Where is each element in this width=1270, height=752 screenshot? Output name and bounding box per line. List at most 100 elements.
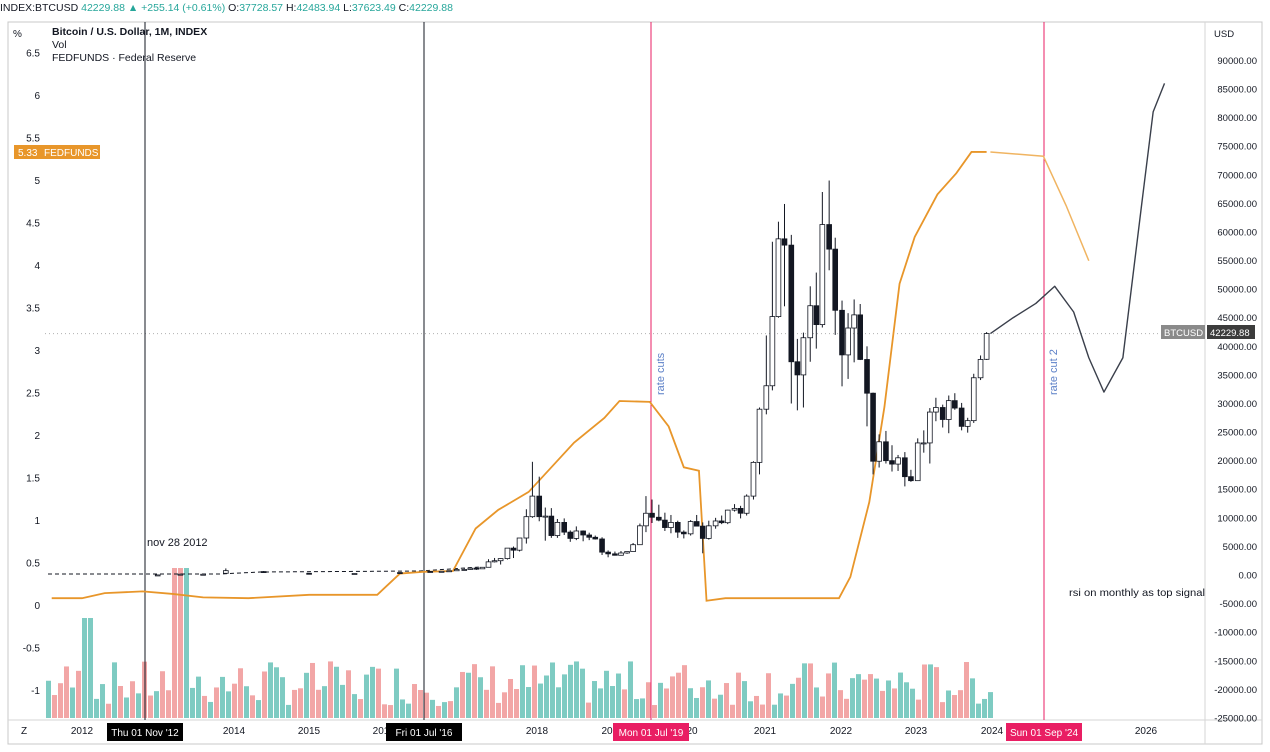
volume-bar: [568, 664, 573, 718]
left-axis-tick: 0: [34, 601, 40, 612]
volume-bar: [400, 699, 405, 718]
candle-body: [223, 570, 229, 574]
candle-body: [612, 553, 618, 556]
volume-bar: [934, 667, 939, 718]
left-axis-tick: 3: [34, 346, 40, 357]
volume-bar: [724, 683, 729, 718]
left-axis-tick: 4: [34, 261, 40, 272]
volume-bar: [652, 705, 657, 718]
volume-bar: [628, 661, 633, 718]
volume-bar: [898, 672, 903, 718]
right-axis-tick: 85000.00: [1217, 85, 1257, 96]
high-label: H:: [285, 2, 297, 14]
volume-bar: [358, 699, 363, 718]
candle-body: [889, 460, 895, 465]
candle-body: [964, 420, 971, 427]
volume-bar: [280, 677, 285, 718]
right-axis-tick: 75000.00: [1217, 142, 1257, 153]
volume-bar: [526, 687, 531, 718]
right-axis-tick: 45000.00: [1217, 313, 1257, 324]
candle-body: [800, 337, 807, 376]
btc-early-line: [48, 566, 481, 575]
candle-body: [573, 530, 580, 539]
annotation-nov-28-2012: nov 28 2012: [147, 537, 208, 549]
volume-bar: [958, 690, 963, 718]
candle-body: [523, 516, 530, 539]
candle-body: [467, 567, 474, 570]
volume-bar: [610, 686, 615, 718]
volume-bar: [136, 693, 141, 718]
volume-bar: [682, 665, 687, 718]
candle-body: [952, 400, 958, 409]
volume-bar: [406, 703, 411, 718]
right-axis-tick: 35000.00: [1217, 370, 1257, 381]
candle-body: [819, 224, 826, 325]
volume-bar: [238, 668, 243, 718]
volume-bar: [298, 688, 303, 718]
volume-bar: [706, 680, 711, 718]
volume-bar: [520, 665, 525, 718]
x-axis-tick: 2022: [830, 726, 853, 737]
price-change: ▲ +255.14 (+0.61%): [127, 2, 226, 14]
volume-bar: [250, 695, 255, 718]
candle-body: [724, 509, 731, 524]
candle-body: [883, 441, 889, 462]
volume-bar: [592, 681, 597, 718]
volume-bar: [754, 695, 759, 718]
volume-bar: [712, 698, 717, 718]
candle-body: [763, 385, 770, 410]
candle-body: [586, 534, 592, 538]
symbol-header-bar: INDEX:BTCUSD 42229.88 ▲ +255.14 (+0.61%)…: [0, 0, 1270, 16]
candle-body: [554, 522, 561, 536]
volume-bar: [304, 672, 309, 718]
candle-body: [718, 520, 725, 524]
candle-body: [839, 309, 845, 356]
candle-body: [794, 361, 801, 376]
volume-bar: [838, 690, 843, 718]
low-value: 37623.49: [351, 2, 396, 14]
candle-body: [637, 525, 643, 546]
volume-bar: [430, 699, 435, 718]
annotation-rsi-note: rsi on monthly as top signal: [1069, 587, 1205, 599]
candle-body: [977, 359, 984, 379]
btc-projection-line: [989, 83, 1166, 393]
volume-bar: [922, 664, 927, 718]
volume-bar: [844, 698, 849, 718]
candle-body: [561, 522, 568, 533]
volume-bar: [502, 692, 507, 718]
volume-bar: [940, 702, 945, 718]
volume-bar: [172, 568, 177, 718]
fedfunds-badge-value: 5.33: [18, 148, 38, 159]
volume-bar: [880, 690, 885, 718]
symbol-name[interactable]: INDEX:BTCUSD: [0, 2, 79, 14]
volume-bar: [490, 666, 495, 718]
legend-volume[interactable]: Vol: [52, 39, 67, 51]
candle-body: [864, 359, 870, 394]
volume-bar: [760, 704, 765, 718]
volume-bar: [580, 668, 585, 718]
volume-bar: [376, 668, 381, 718]
left-axis-unit: %: [13, 29, 22, 40]
volume-bar: [670, 676, 675, 718]
candle-body: [618, 552, 624, 556]
volume-bar: [676, 672, 681, 718]
volume-bar: [598, 688, 603, 718]
x-axis-tick: 20: [686, 726, 698, 737]
candle-body: [895, 457, 901, 465]
volume-bar: [874, 678, 879, 718]
volume-bar: [232, 683, 237, 718]
candle-body: [731, 507, 738, 511]
volume-bar: [604, 670, 609, 718]
volume-bar: [118, 686, 123, 718]
volume-bar: [76, 670, 81, 718]
high-value: 42483.94: [296, 2, 341, 14]
candle-body: [927, 411, 933, 444]
candle-body: [630, 544, 636, 552]
annotation-rate-cut-2: rate cut 2: [1048, 349, 1060, 395]
candle-body: [397, 572, 403, 574]
candle-body: [567, 531, 574, 539]
volume-bar: [970, 678, 975, 718]
legend-title[interactable]: Bitcoin / U.S. Dollar, 1M, INDEX: [52, 26, 208, 38]
legend-fedfunds[interactable]: FEDFUNDS · Federal Reserve: [52, 52, 197, 64]
